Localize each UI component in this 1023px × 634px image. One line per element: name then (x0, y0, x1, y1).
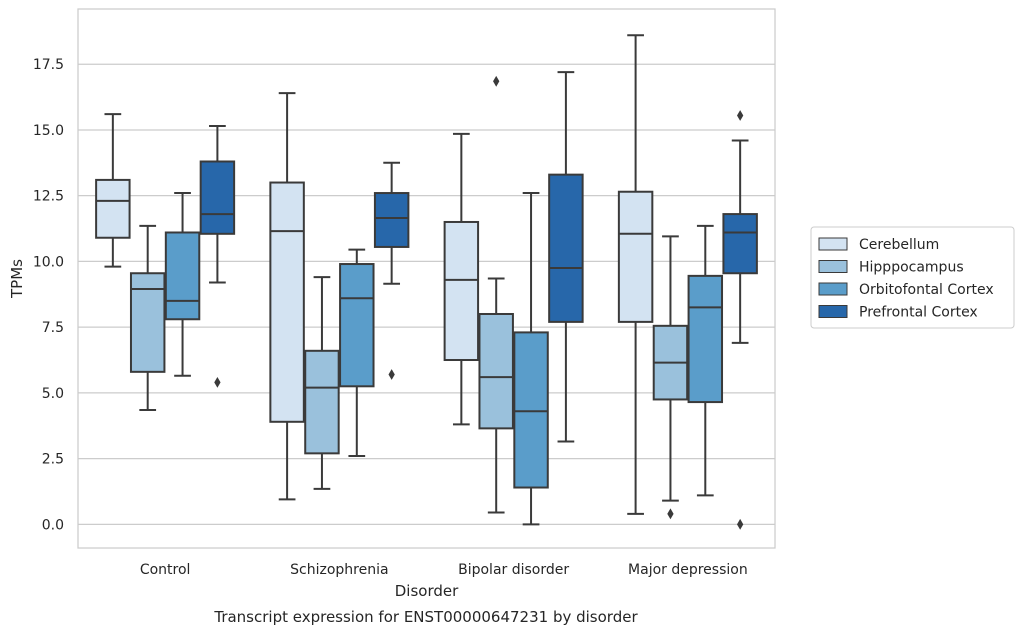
box (722, 110, 758, 530)
box (269, 92, 305, 501)
box-iqr (95, 178, 131, 239)
box (95, 113, 131, 268)
y-tick-label: 2.5 (42, 452, 64, 468)
box (652, 235, 689, 520)
y-tick-label: 12.5 (33, 189, 64, 205)
legend-label: Hipppocampus (859, 260, 964, 276)
box-iqr (443, 220, 480, 362)
x-tick-labels: Control Schizophrenia Bipolar disorder Majo… (140, 562, 748, 578)
legend-swatch (818, 237, 848, 251)
legend-label: Prefrontal Cortex (859, 305, 978, 321)
box-iqr (722, 213, 758, 275)
box (443, 132, 480, 426)
box-iqr (617, 190, 654, 323)
outlier-point (493, 75, 500, 87)
y-tick-label: 7.5 (42, 320, 64, 336)
x-tick-label: Control (140, 562, 191, 578)
y-axis-label: TPMs (8, 259, 26, 299)
legend: Cerebellum Hipppocampus Orbitofontal Corte… (810, 226, 1015, 329)
box-iqr (304, 349, 340, 455)
box (687, 224, 724, 497)
box-iqr (339, 263, 375, 388)
legend-swatch (818, 282, 848, 296)
box-iqr (478, 312, 514, 430)
box (129, 224, 166, 411)
x-tick-label: Schizophrenia (290, 562, 388, 578)
box-iqr (513, 331, 549, 489)
legend-label: Orbitofontal Cortex (859, 282, 994, 298)
chart-caption: Transcript expression for ENST0000064723… (213, 608, 638, 626)
box (339, 248, 375, 457)
legend-label: Cerebellum (859, 237, 939, 253)
box (478, 75, 514, 514)
box-iqr (269, 181, 305, 423)
series-prefrontal-cortex (199, 71, 758, 530)
box (373, 161, 410, 380)
box (304, 276, 340, 490)
outlier-point (388, 369, 395, 380)
series-orbitofontal-cortex (164, 192, 724, 526)
y-tick-labels: 0.0 2.5 5.0 7.5 10.0 12.5 15.0 17.5 (33, 57, 64, 533)
plot-frame (77, 8, 776, 549)
outlier-point (737, 110, 744, 121)
y-tick-label: 15.0 (33, 123, 64, 139)
box (199, 125, 236, 388)
box-iqr (373, 192, 410, 248)
y-tick-label: 5.0 (42, 386, 64, 402)
box (513, 192, 549, 526)
legend-frame (810, 226, 1015, 329)
box (548, 71, 584, 443)
y-tick-label: 0.0 (42, 517, 64, 533)
box (617, 34, 654, 515)
box-iqr (548, 173, 584, 323)
box (164, 192, 201, 377)
x-axis-label: Disorder (395, 582, 459, 600)
outlier-point (737, 518, 744, 530)
x-tick-label: Major depression (628, 562, 748, 578)
box-series (95, 34, 758, 530)
box-iqr (164, 231, 201, 321)
y-tick-label: 17.5 (33, 57, 64, 73)
box-iqr (687, 274, 724, 404)
legend-swatch (818, 305, 848, 318)
series-hipppocampus (129, 75, 689, 520)
x-tick-label: Bipolar disorder (458, 562, 569, 578)
series-cerebellum (95, 34, 654, 515)
outlier-point (214, 376, 221, 388)
outlier-point (667, 508, 674, 520)
box-iqr (199, 160, 236, 235)
legend-swatch (818, 260, 848, 273)
y-tick-label: 10.0 (33, 254, 64, 270)
